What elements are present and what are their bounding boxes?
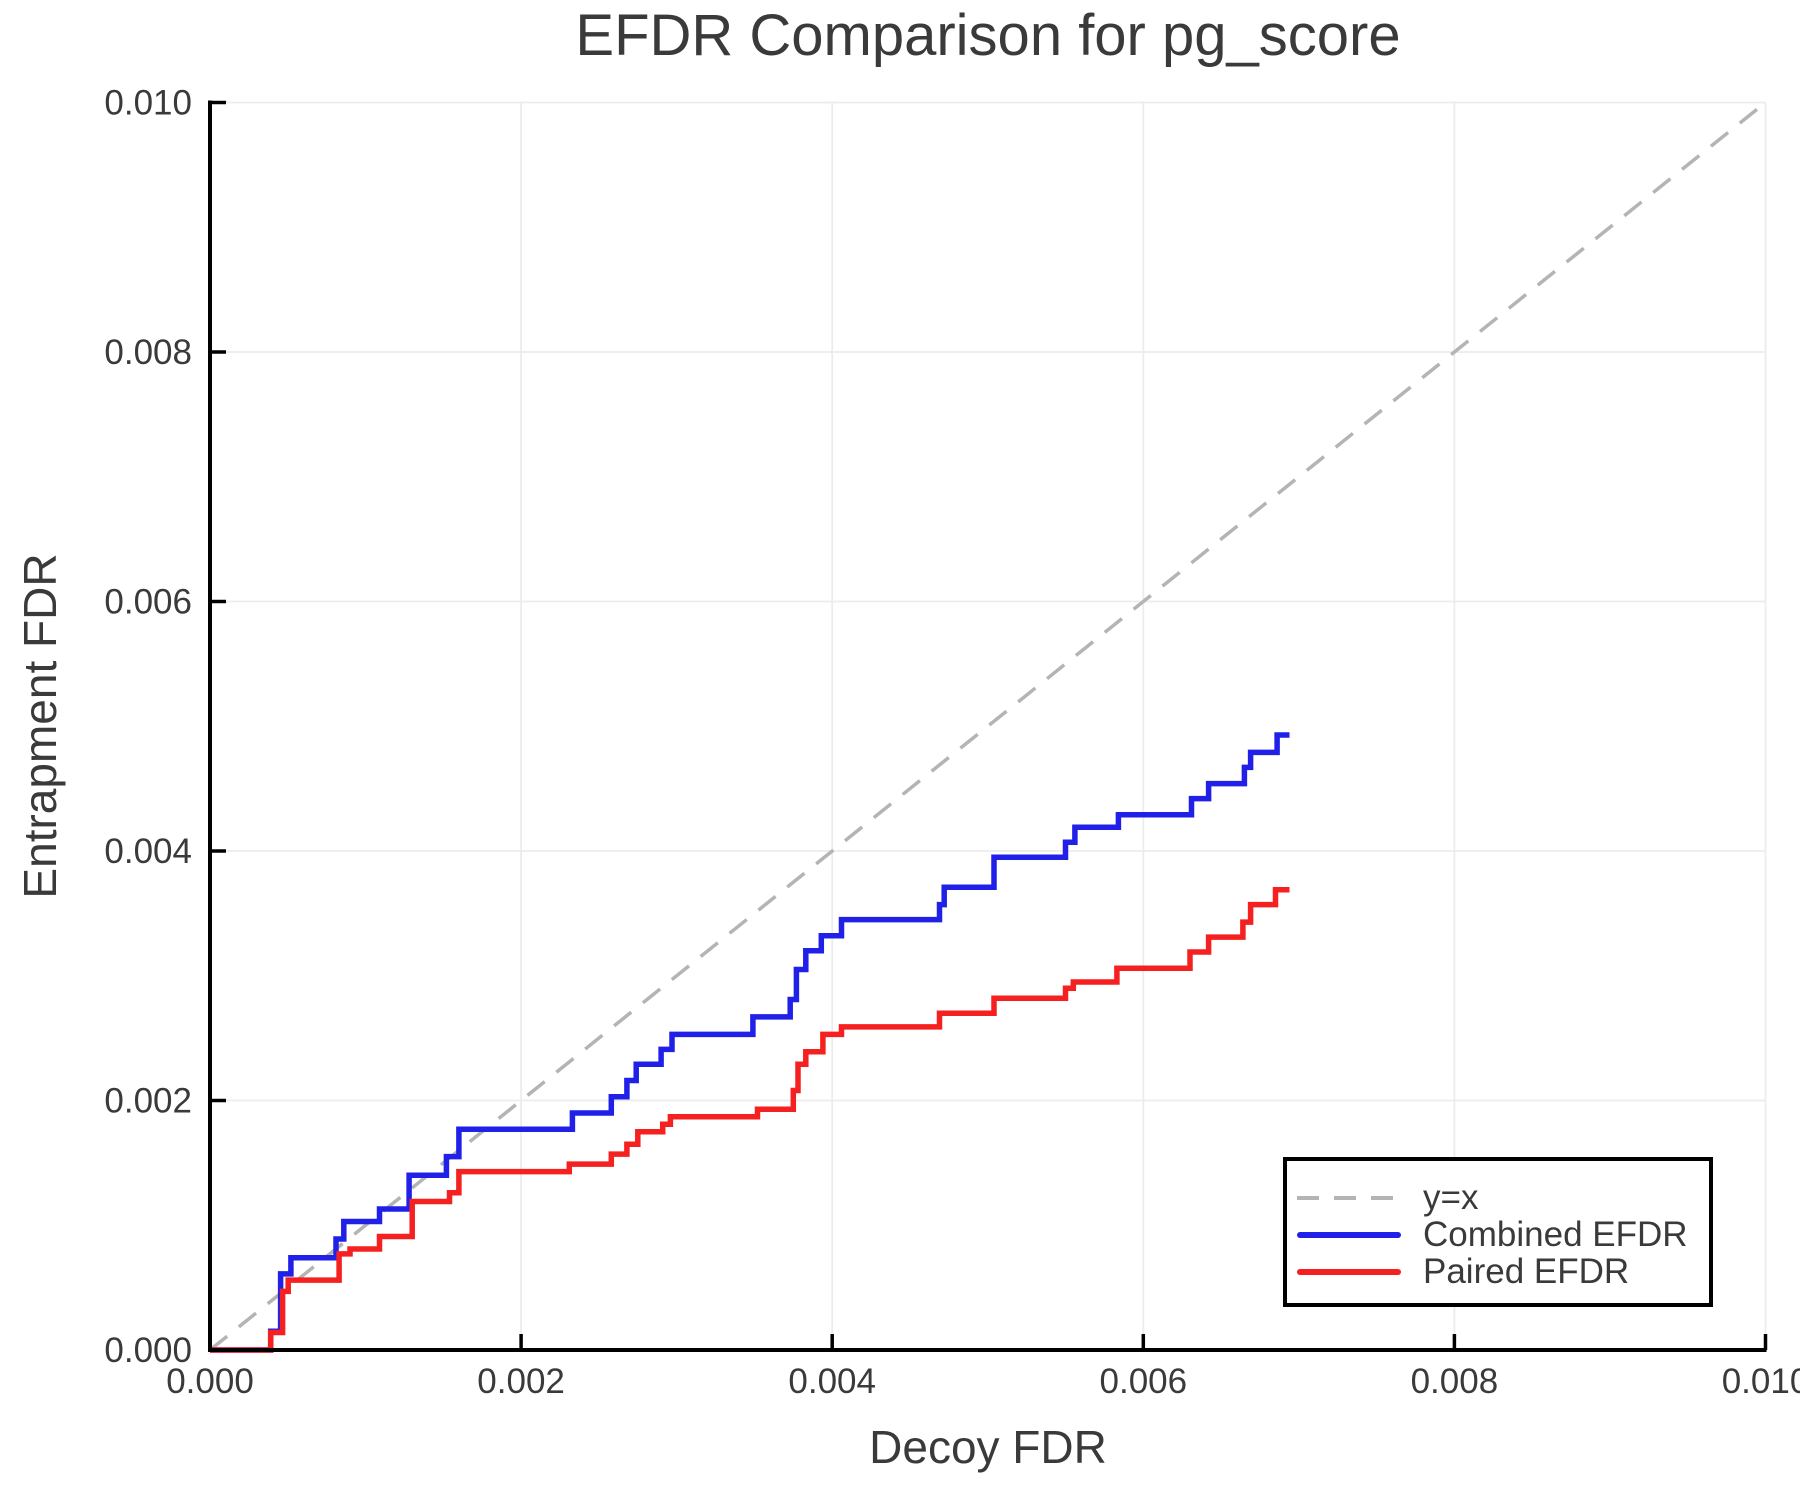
combined-efdr-swatch — [1297, 1231, 1401, 1238]
x-axis-label: Decoy FDR — [869, 1421, 1107, 1473]
identity-line-swatch — [1297, 1195, 1401, 1200]
paired-efdr-line — [210, 886, 1290, 1353]
y-tick-label: 0.000 — [104, 1331, 192, 1370]
y-tick-label: 0.008 — [104, 333, 192, 372]
legend-label-identity: y=x — [1423, 1178, 1479, 1217]
legend-row-identity: y=x — [1297, 1179, 1709, 1216]
y-axis-label: Entrapment FDR — [14, 553, 66, 899]
x-tick-label: 0.006 — [1100, 1362, 1188, 1401]
legend-label-paired: Paired EFDR — [1423, 1252, 1630, 1291]
paired-efdr-swatch — [1297, 1268, 1401, 1275]
y-tick-label: 0.010 — [104, 84, 192, 123]
legend: y=x Combined EFDR Paired EFDR — [1283, 1157, 1713, 1307]
x-tick-label: 0.008 — [1411, 1362, 1499, 1401]
x-tick-label: 0.010 — [1722, 1362, 1800, 1401]
legend-row-paired: Paired EFDR — [1297, 1253, 1709, 1290]
x-tick-label: 0.004 — [788, 1362, 876, 1401]
chart-title: EFDR Comparison for pg_score — [575, 3, 1401, 68]
legend-row-combined: Combined EFDR — [1297, 1216, 1709, 1253]
legend-label-combined: Combined EFDR — [1423, 1215, 1688, 1254]
x-tick-label: 0.002 — [477, 1362, 565, 1401]
combined-efdr-line — [210, 732, 1290, 1353]
y-tick-label: 0.006 — [104, 583, 192, 622]
y-tick-label: 0.004 — [104, 832, 192, 871]
x-tick-label: 0.000 — [166, 1362, 254, 1401]
y-tick-label: 0.002 — [104, 1082, 192, 1121]
